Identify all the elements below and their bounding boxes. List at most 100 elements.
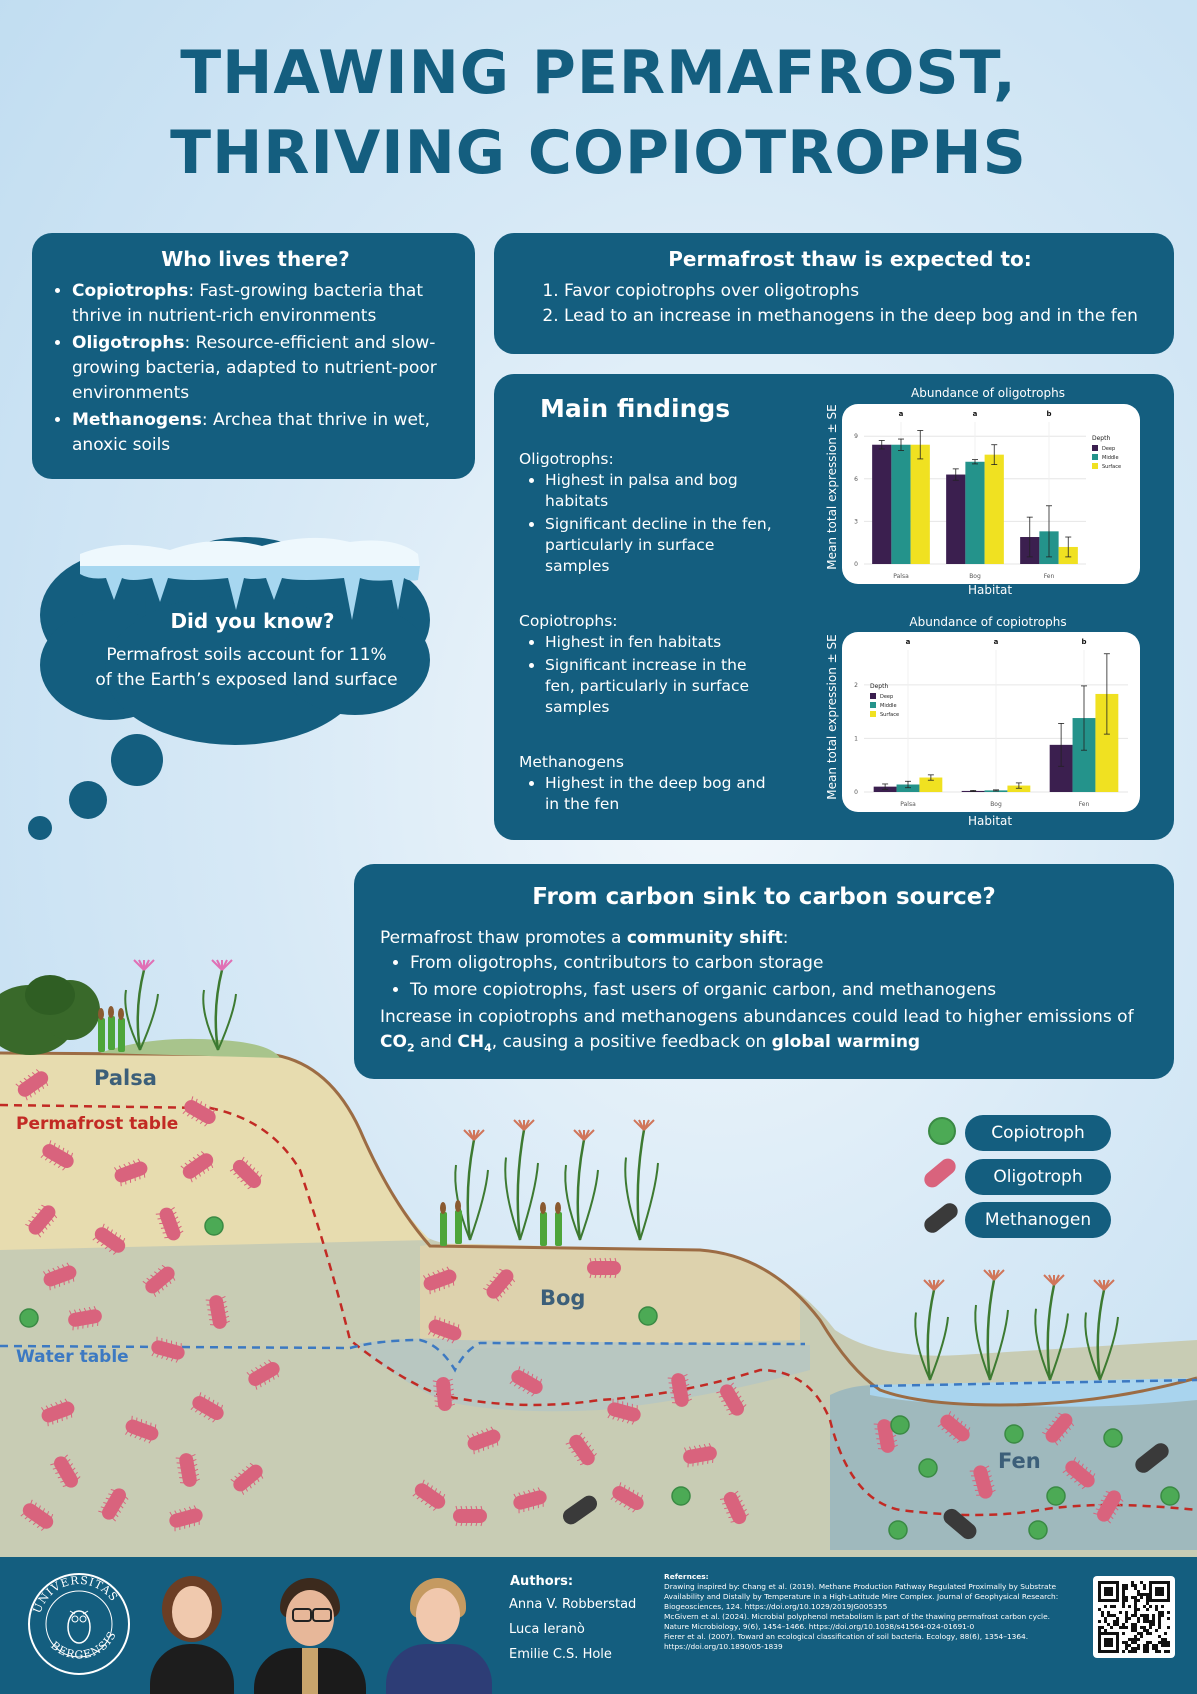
- moss-shoot: [440, 1212, 447, 1246]
- shrub-illustration: [0, 975, 100, 1055]
- y-tick-label: 0: [854, 789, 858, 796]
- oligotroph-cell: [969, 1465, 996, 1499]
- oligotroph-cell: [509, 1366, 543, 1397]
- legend-label: Middle: [880, 703, 897, 709]
- oligotroph-cell: [114, 1158, 148, 1187]
- y-tick-label: 9: [854, 433, 858, 440]
- label-water-table: Water table: [16, 1347, 129, 1367]
- copiotroph-cell: [1046, 1486, 1066, 1506]
- carbon-bullet: From oligotrophs, contributors to carbon…: [410, 951, 1148, 976]
- permafrost-table-line: [0, 1103, 1197, 1517]
- oligotroph-cell: [43, 1262, 77, 1291]
- bar-middle: [1072, 718, 1096, 792]
- oligotroph-cell: [68, 1306, 102, 1331]
- bar-surface: [1007, 785, 1031, 792]
- bog-surface: [420, 1243, 800, 1350]
- plant: [124, 959, 159, 1051]
- legend-label: Middle: [1102, 455, 1119, 461]
- plant: [454, 1129, 489, 1241]
- y-tick-label: 0: [854, 561, 858, 568]
- findings-copio-item: Highest in fen habitats: [545, 632, 781, 653]
- bar-surface: [1095, 693, 1119, 792]
- oligotroph-cell: [483, 1268, 516, 1302]
- oligotroph-cell: [610, 1482, 644, 1513]
- oligotroph-cell: [412, 1479, 446, 1511]
- bar-deep: [872, 444, 892, 564]
- methanogen-icon: [924, 1203, 958, 1233]
- legend-icons: [924, 1117, 958, 1233]
- x-tick-label: Bog: [990, 801, 1002, 808]
- moss-shoot: [540, 1212, 547, 1246]
- reference-line: Drawing inspired by: Chang et al. (2019)…: [664, 1582, 1057, 1591]
- didyouknow-line2: of the Earth’s exposed land surface: [95, 670, 398, 690]
- copiotroph-cell: [888, 1520, 908, 1540]
- chart1-plot: 0 3 6 9 Palsa a Bog a Fen b Depth Deep Middle Surface: [854, 410, 1121, 580]
- who-item-methanogens: Methanogens: Archea that thrive in wet, …: [72, 408, 461, 458]
- bar-middle: [896, 784, 920, 792]
- moss-capsule: [555, 1202, 561, 1214]
- reference-line: Biogeosciences, 124. https://doi.org/10.…: [664, 1602, 888, 1611]
- moss-shoot: [108, 1016, 115, 1050]
- expected-heading: Permafrost thaw is expected to:: [668, 247, 1032, 271]
- legend-swatch: [870, 711, 876, 717]
- water-table-line: [0, 1338, 806, 1373]
- legend-oligotroph: Oligotroph: [965, 1159, 1111, 1195]
- oligotroph-cell: [125, 1415, 159, 1444]
- label-palsa: Palsa: [94, 1066, 157, 1090]
- plant: [914, 1279, 949, 1381]
- didyouknow-line1: Permafrost soils account for 11%: [106, 645, 387, 665]
- expected-item-2: Lead to an increase in methanogens in th…: [564, 304, 1154, 329]
- oligotroph-cell: [246, 1359, 280, 1390]
- oligotroph-cell: [229, 1156, 263, 1190]
- moss-shoot: [455, 1210, 462, 1244]
- carbon-panel: From carbon sink to carbon source? Perma…: [354, 864, 1174, 1079]
- qr-code[interactable]: [1093, 1576, 1175, 1658]
- oligotroph-cell: [453, 1505, 487, 1527]
- copiotroph-cell: [19, 1308, 39, 1328]
- legend-swatch: [1092, 445, 1098, 451]
- x-tick-label: Fen: [1044, 573, 1055, 580]
- oligotroph-cell: [175, 1453, 200, 1487]
- oligotroph-cell: [205, 1295, 230, 1329]
- carbon-intro: Permafrost thaw promotes a community shi…: [380, 928, 789, 948]
- bar-deep: [1049, 744, 1073, 792]
- moss-shoot: [98, 1018, 105, 1052]
- legend-label: Surface: [880, 712, 899, 718]
- y-tick-label: 2: [854, 682, 858, 689]
- y-tick-label: 6: [854, 476, 858, 483]
- moss-capsule: [98, 1008, 104, 1020]
- moss-capsule: [108, 1006, 114, 1018]
- oligotroph-cell: [716, 1382, 747, 1416]
- chart2-plot: 0 1 2 Palsa a Bog a Fen b Depth Deep Middle Surface: [854, 638, 1128, 808]
- chart1-xlabel: Habitat: [968, 583, 1013, 597]
- label-bog: Bog: [540, 1286, 586, 1310]
- copiotroph-cell: [890, 1415, 910, 1435]
- oligotroph-cell: [1042, 1412, 1075, 1446]
- who-item-copiotrophs: Copiotrophs: Fast-growing bacteria that …: [72, 279, 461, 329]
- bar-deep: [946, 474, 966, 564]
- oligotroph-cell: [1093, 1490, 1124, 1524]
- legend-swatch: [1092, 454, 1098, 460]
- oligotroph-cell: [1062, 1457, 1096, 1490]
- oligotroph-cell: [937, 1411, 971, 1444]
- fen-pond: [870, 1378, 1197, 1407]
- significance-label: b: [1046, 410, 1051, 418]
- oligotroph-cell: [513, 1487, 547, 1514]
- plant: [974, 1269, 1009, 1381]
- authors-heading: Authors:: [510, 1574, 574, 1589]
- oligotroph-cell: [683, 1443, 717, 1468]
- expected-panel: Permafrost thaw is expected to: Favor co…: [494, 233, 1174, 354]
- significance-label: a: [994, 638, 999, 646]
- chart2-xlabel: Habitat: [968, 814, 1013, 828]
- reference-line: https://doi.org/10.1890/05-1839: [664, 1642, 783, 1651]
- findings-heading: Main findings: [540, 394, 731, 423]
- oligotroph-cell: [25, 1204, 58, 1238]
- reference-line: Nature Microbiology, 9(6), 1454–1466. ht…: [664, 1622, 975, 1631]
- plant: [504, 1119, 539, 1241]
- author-photo: [150, 1570, 234, 1694]
- reference-line: Fierer et al. (2007). Toward an ecologic…: [664, 1632, 1029, 1641]
- bar-surface: [919, 777, 943, 792]
- carbon-bullet: To more copiotrophs, fast users of organ…: [410, 978, 1148, 1003]
- who-lives-there-panel: Who lives there? Copiotrophs: Fast-growi…: [32, 233, 475, 479]
- oligotroph-cell: [142, 1264, 176, 1297]
